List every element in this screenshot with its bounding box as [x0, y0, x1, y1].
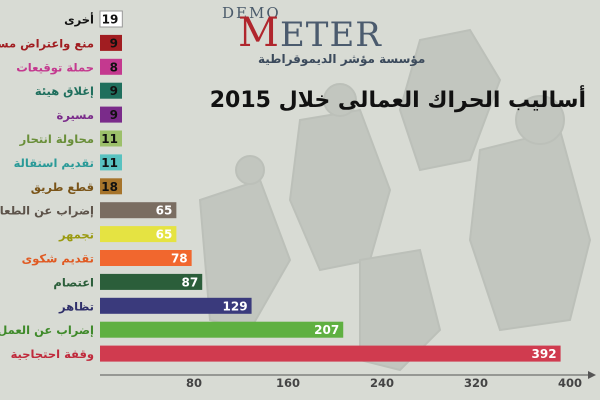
category-label: إضراب عن العمل	[0, 323, 94, 337]
bar-value-label: 9	[110, 108, 118, 122]
bar	[100, 178, 122, 195]
category-label: وقفة احتجاجية	[11, 347, 94, 362]
bar	[100, 297, 252, 314]
category-label: تجمهر	[58, 228, 94, 242]
bar	[100, 321, 344, 338]
category-label: منع واعتراض مسئول	[0, 36, 94, 51]
bar-value-label: 11	[101, 132, 118, 146]
bar	[100, 273, 203, 290]
x-axis-arrow	[588, 371, 596, 379]
bar-value-label: 8	[110, 60, 118, 74]
logo-main-rest: ETER	[279, 15, 382, 55]
bar	[100, 130, 122, 147]
x-tick-label: 400	[558, 376, 582, 390]
bar	[100, 345, 561, 362]
category-label: حملة توقيعات	[16, 60, 94, 75]
category-label: أخرى	[64, 12, 94, 27]
x-tick-label: 320	[464, 376, 488, 390]
bar-value-label: 87	[182, 275, 199, 289]
bar-value-label: 18	[101, 180, 118, 194]
bar	[100, 226, 177, 243]
x-tick-label: 80	[186, 376, 202, 390]
bar-value-label: 9	[110, 84, 118, 98]
category-label: إغلاق هيئة	[35, 84, 94, 98]
logo-top-text: DEMO	[222, 4, 281, 22]
bar	[100, 106, 122, 123]
logo-first-letter: M	[238, 10, 280, 56]
logo-subtitle: مؤسسة مؤشر الديموقراطية	[258, 52, 426, 66]
bar	[100, 58, 122, 75]
bar-value-label: 129	[223, 299, 248, 313]
category-label: تقديم استقالة	[14, 156, 94, 170]
demometer-logo: DEMO METER مؤسسة مؤشر الديموقراطية	[222, 4, 425, 74]
bar-value-label: 9	[110, 36, 118, 50]
bar-value-label: 65	[156, 228, 173, 242]
bar-value-label: 392	[532, 347, 557, 361]
category-label: مسيرة	[57, 108, 94, 122]
x-tick-label: 160	[276, 376, 300, 390]
logo-main-text: METER	[238, 10, 382, 56]
category-label: تظاهر	[58, 299, 94, 313]
bar	[100, 82, 122, 99]
bar-value-label: 65	[156, 204, 173, 218]
bar	[100, 250, 192, 266]
category-label: اعتصام	[53, 275, 94, 289]
bar-value-label: 11	[101, 156, 118, 170]
bar-value-label: 207	[314, 323, 339, 337]
category-label: تقديم شكوى	[22, 252, 94, 267]
bar	[100, 202, 177, 219]
bar	[100, 34, 122, 51]
chart-title: أساليب الحراك العمالى خلال 2015	[209, 88, 586, 113]
bar	[100, 154, 122, 171]
bar-value-label: 78	[171, 252, 188, 266]
bar-value-label: 19	[102, 13, 119, 27]
x-tick-label: 240	[370, 376, 394, 390]
category-label: قطع طريق	[31, 180, 94, 194]
bar	[99, 10, 123, 28]
category-label: محاولة انتحار	[19, 132, 94, 147]
category-label: إضراب عن الطعام	[0, 204, 94, 218]
